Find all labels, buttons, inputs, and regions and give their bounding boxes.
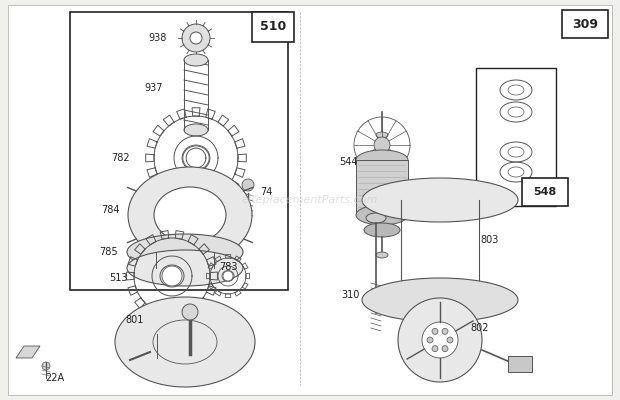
Circle shape bbox=[427, 337, 433, 343]
Ellipse shape bbox=[362, 178, 518, 222]
Polygon shape bbox=[16, 346, 40, 358]
Text: 801: 801 bbox=[126, 315, 144, 325]
Text: 510: 510 bbox=[260, 20, 286, 34]
Ellipse shape bbox=[362, 278, 518, 322]
Ellipse shape bbox=[115, 297, 255, 387]
Ellipse shape bbox=[127, 234, 243, 270]
Circle shape bbox=[442, 346, 448, 352]
Ellipse shape bbox=[376, 132, 388, 138]
Bar bbox=[356, 160, 408, 215]
Circle shape bbox=[182, 24, 210, 52]
Circle shape bbox=[432, 328, 438, 334]
Ellipse shape bbox=[128, 167, 252, 263]
Ellipse shape bbox=[154, 187, 226, 243]
Text: 513: 513 bbox=[108, 273, 127, 283]
Bar bbox=[70, 12, 288, 290]
Bar bbox=[55, 8, 612, 393]
Text: 802: 802 bbox=[471, 323, 489, 333]
Text: 310: 310 bbox=[341, 290, 359, 300]
Text: 803: 803 bbox=[481, 235, 499, 245]
Ellipse shape bbox=[376, 252, 388, 258]
Bar bbox=[508, 356, 532, 372]
Circle shape bbox=[398, 298, 482, 382]
Bar bbox=[252, 12, 294, 42]
Circle shape bbox=[162, 266, 182, 286]
Circle shape bbox=[447, 337, 453, 343]
Text: 938: 938 bbox=[149, 33, 167, 43]
Circle shape bbox=[190, 32, 202, 44]
Text: 22A: 22A bbox=[45, 373, 64, 383]
Bar bbox=[562, 10, 608, 38]
Ellipse shape bbox=[127, 250, 243, 286]
Bar bbox=[476, 68, 556, 206]
Text: 783: 783 bbox=[219, 262, 237, 272]
Circle shape bbox=[182, 304, 198, 320]
Text: 937: 937 bbox=[144, 83, 163, 93]
Text: 785: 785 bbox=[99, 247, 117, 257]
Ellipse shape bbox=[364, 223, 400, 237]
Circle shape bbox=[374, 137, 390, 153]
Circle shape bbox=[422, 322, 458, 358]
Ellipse shape bbox=[366, 213, 386, 223]
Text: 74: 74 bbox=[260, 187, 272, 197]
Ellipse shape bbox=[356, 205, 408, 225]
Text: eReplacementParts.com: eReplacementParts.com bbox=[242, 195, 378, 205]
Circle shape bbox=[442, 328, 448, 334]
Circle shape bbox=[432, 346, 438, 352]
Text: 784: 784 bbox=[100, 205, 119, 215]
Text: 544: 544 bbox=[339, 157, 357, 167]
Text: 309: 309 bbox=[572, 18, 598, 30]
Ellipse shape bbox=[356, 150, 408, 170]
Text: 782: 782 bbox=[111, 153, 130, 163]
Circle shape bbox=[242, 179, 254, 191]
Text: 548: 548 bbox=[533, 187, 557, 197]
Ellipse shape bbox=[184, 124, 208, 136]
Ellipse shape bbox=[184, 54, 208, 66]
Circle shape bbox=[223, 271, 233, 281]
Bar bbox=[522, 178, 568, 206]
Circle shape bbox=[42, 362, 50, 370]
